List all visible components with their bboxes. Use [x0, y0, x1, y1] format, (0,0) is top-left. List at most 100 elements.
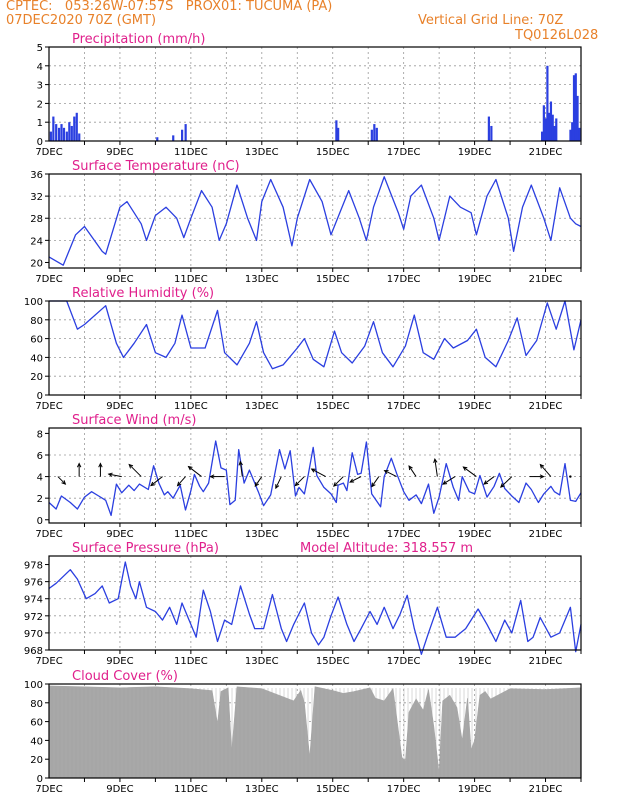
precip-bar	[49, 131, 52, 141]
wind-arrow	[295, 476, 305, 486]
temperature-series-line	[48, 176, 582, 266]
wind-arrow-head	[187, 465, 193, 471]
wind-xtick-label: 9DEC	[106, 529, 133, 540]
precip-bar	[181, 129, 184, 141]
cloud-cover-ytick-label: 100	[24, 680, 43, 691]
temperature-xtick-label: 15DEC	[316, 274, 350, 285]
precipitation-xtick-label: 11DEC	[174, 147, 208, 158]
wind-arrow-head	[483, 480, 489, 485]
cloud-cover-xtick-label: 7DEC	[35, 784, 62, 795]
pressure-ytick-label: 978	[24, 561, 43, 572]
humidity-xtick-label: 7DEC	[35, 401, 62, 412]
pressure-series-line	[48, 561, 582, 655]
wind-arrow	[57, 476, 66, 485]
precipitation-xtick-label: 15DEC	[316, 147, 350, 158]
cloud-cover-xtick-label: 9DEC	[106, 784, 133, 795]
precipitation-frame	[48, 46, 582, 142]
precip-bar	[337, 127, 340, 141]
precipitation-ytick-label: 3	[37, 81, 43, 92]
pressure-frame	[48, 555, 582, 651]
wind-arrow	[108, 473, 122, 478]
humidity-ytick-label: 100	[24, 297, 43, 308]
precipitation-xtick-label: 17DEC	[387, 147, 421, 158]
pressure-xtick-label: 21DEC	[529, 656, 563, 667]
header-date: 07DEC2020 70Z (GMT)	[6, 13, 157, 28]
cloud-cover-xtick-label: 11DEC	[174, 784, 208, 795]
wind-arrow-head	[107, 472, 113, 477]
humidity-panel: 0 20 40 60 80 100 7DEC 9DEC 11DEC 13DEC 15DEC 17DEC…	[24, 286, 582, 412]
humidity-xtick-label: 11DEC	[174, 401, 208, 412]
humidity-xtick-label: 21DEC	[529, 401, 563, 412]
precip-bar	[73, 116, 76, 141]
pressure-title: Surface Pressure (hPa)	[72, 541, 219, 556]
wind-ytick-label: 6	[37, 451, 43, 462]
humidity-ytick-label: 80	[30, 316, 43, 327]
cloud-cover-xtick-label: 21DEC	[529, 784, 563, 795]
wind-arrow-head	[333, 482, 338, 487]
humidity-xtick-label: 19DEC	[458, 401, 492, 412]
precip-bar	[490, 125, 493, 141]
wind-arrow-head	[500, 483, 505, 488]
wind-arrow-head	[433, 457, 438, 464]
cloud-cover-ytick-label: 20	[30, 755, 43, 766]
temperature-ytick-label: 32	[30, 192, 43, 203]
wind-ytick-label: 4	[37, 473, 43, 484]
pressure-ytick-label: 976	[24, 578, 43, 589]
precipitation-panel: 0 1 2 3 4 5 7DEC 9DEC 11DEC 13DEC 15DEC 17DEC 19DEC 2…	[35, 32, 582, 158]
wind-frame	[48, 427, 582, 524]
wind-arrow	[434, 459, 438, 477]
humidity-title: Relative Humidity (%)	[72, 286, 214, 301]
cloud-cover-xtick-label: 17DEC	[387, 784, 421, 795]
precip-bar	[68, 122, 71, 141]
wind-arrow-head	[349, 478, 355, 483]
pressure-xtick-label: 9DEC	[106, 656, 133, 667]
wind-arrow	[463, 466, 477, 477]
wind-arrow-head	[176, 481, 182, 487]
precip-bar	[548, 112, 551, 141]
cloud-cover-ytick-label: 40	[30, 736, 43, 747]
precip-bar	[335, 120, 338, 141]
temperature-panel: 20 24 28 32 36 7DEC 9DEC 11DEC 13DEC 15DEC 17DEC 19…	[30, 159, 582, 285]
wind-arrow	[483, 476, 495, 485]
precipitation-ytick-label: 4	[37, 62, 43, 73]
precip-bar	[65, 131, 68, 141]
humidity-ytick-label: 40	[30, 353, 43, 364]
humidity-xtick-label: 17DEC	[387, 401, 421, 412]
temperature-xtick-label: 9DEC	[106, 274, 133, 285]
wind-arrow-head	[128, 463, 134, 469]
precip-bar	[551, 114, 554, 141]
pressure-ytick-label: 972	[24, 612, 43, 623]
humidity-ytick-label: 0	[37, 391, 43, 402]
pressure-xtick-label: 15DEC	[316, 656, 350, 667]
wind-arrow-head	[76, 462, 82, 468]
header-grid-note: Vertical Grid Line: 70Z	[418, 13, 564, 28]
wind-arrow	[384, 470, 397, 478]
cloud-cover-title: Cloud Cover (%)	[72, 669, 178, 684]
precip-bar	[542, 105, 545, 141]
precipitation-xtick-label: 9DEC	[106, 147, 133, 158]
humidity-frame	[48, 300, 582, 396]
wind-arrow	[177, 476, 186, 486]
humidity-ytick-label: 60	[30, 335, 43, 346]
precip-bar	[574, 73, 577, 141]
temperature-xtick-label: 13DEC	[245, 274, 279, 285]
precip-bar	[569, 129, 572, 141]
wind-arrow-head	[383, 470, 389, 475]
wind-arrow-head	[408, 465, 413, 471]
precip-bar	[572, 75, 576, 141]
pressure-xtick-label: 11DEC	[174, 656, 208, 667]
temperature-ytick-label: 36	[30, 170, 43, 181]
humidity-series-line	[49, 300, 582, 370]
wind-title: Surface Wind (m/s)	[72, 413, 196, 428]
precip-bar	[544, 118, 547, 141]
cloud-cover-xtick-label: 15DEC	[316, 784, 350, 795]
precipitation-title: Precipitation (mm/h)	[72, 32, 205, 47]
temperature-xtick-label: 11DEC	[174, 274, 208, 285]
wind-ytick-label: 2	[37, 494, 43, 505]
wind-arrow-head	[462, 466, 468, 471]
precip-bar	[60, 124, 63, 141]
precipitation-xtick-label: 21DEC	[529, 147, 563, 158]
cloud-cover-xtick-label: 19DEC	[458, 784, 492, 795]
temperature-frame	[48, 173, 582, 269]
